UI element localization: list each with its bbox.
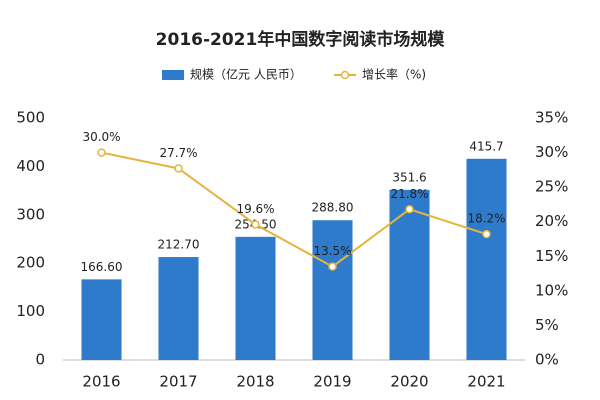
line-value-label: 30.0% bbox=[82, 130, 120, 144]
x-tick-label: 2019 bbox=[313, 373, 351, 391]
bar bbox=[389, 189, 430, 360]
growth-line bbox=[101, 151, 487, 268]
y-tick-label: 0 bbox=[35, 351, 45, 369]
legend-label: 增长率（%) bbox=[362, 67, 426, 82]
y-tick-label: 400 bbox=[16, 157, 45, 175]
line-value-label: 19.6% bbox=[236, 202, 274, 216]
y2-tick-label: 20% bbox=[535, 212, 568, 230]
line-point bbox=[405, 205, 414, 214]
y-tick-label: 500 bbox=[16, 109, 45, 127]
line-value-label: 18.2% bbox=[467, 212, 505, 226]
chart-title: 2016-2021年中国数字阅读市场规模 bbox=[156, 29, 446, 50]
y-tick-label: 200 bbox=[16, 254, 45, 272]
line-value-label: 13.5% bbox=[313, 244, 351, 258]
bar-value-label: 288.80 bbox=[312, 201, 354, 215]
x-tick-label: 2021 bbox=[467, 373, 505, 391]
x-tick-label: 2018 bbox=[236, 373, 274, 391]
y2-tick-label: 15% bbox=[535, 247, 568, 265]
line-value-label: 27.7% bbox=[159, 146, 197, 160]
bar bbox=[158, 257, 199, 360]
x-tick-label: 2020 bbox=[390, 373, 428, 391]
y2-tick-label: 25% bbox=[535, 178, 568, 196]
bar-value-label: 166.60 bbox=[81, 260, 123, 274]
y2-tick-label: 0% bbox=[535, 351, 559, 369]
y-tick-label: 300 bbox=[16, 205, 45, 223]
y2-tick-label: 10% bbox=[535, 281, 568, 299]
bar-value-label: 212.70 bbox=[158, 238, 200, 252]
bar-value-label: 415.7 bbox=[469, 139, 503, 153]
bar bbox=[312, 220, 353, 360]
line-point bbox=[97, 148, 106, 157]
x-tick-label: 2017 bbox=[159, 373, 197, 391]
bar bbox=[466, 158, 507, 360]
y2-tick-label: 5% bbox=[535, 316, 559, 334]
legend-swatch bbox=[162, 70, 184, 80]
line-point bbox=[251, 220, 260, 229]
line-point bbox=[174, 164, 183, 173]
line-value-label: 21.8% bbox=[390, 187, 428, 201]
x-tick-label: 2016 bbox=[82, 373, 120, 391]
bar-value-label: 351.6 bbox=[392, 170, 426, 184]
bar bbox=[235, 236, 276, 360]
line-point bbox=[482, 229, 491, 239]
legend-label: 规模（亿元 人民币） bbox=[190, 67, 302, 82]
bar bbox=[81, 279, 122, 360]
y2-tick-label: 35% bbox=[535, 109, 568, 127]
line-point bbox=[328, 262, 337, 271]
legend-marker bbox=[340, 70, 350, 80]
y2-tick-label: 30% bbox=[535, 143, 568, 161]
y-tick-label: 100 bbox=[16, 302, 45, 320]
